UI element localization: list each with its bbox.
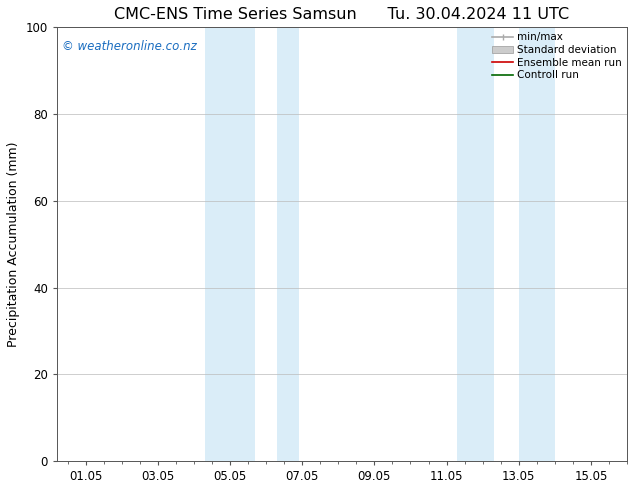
Text: © weatheronline.co.nz: © weatheronline.co.nz [63,40,197,53]
Bar [277,27,299,461]
Legend: min/max, Standard deviation, Ensemble mean run, Controll run: min/max, Standard deviation, Ensemble me… [490,30,624,82]
Bar [457,27,493,461]
Bar [205,27,256,461]
Title: CMC-ENS Time Series Samsun      Tu. 30.04.2024 11 UTC: CMC-ENS Time Series Samsun Tu. 30.04.202… [114,7,569,22]
Bar [519,27,555,461]
Y-axis label: Precipitation Accumulation (mm): Precipitation Accumulation (mm) [7,142,20,347]
